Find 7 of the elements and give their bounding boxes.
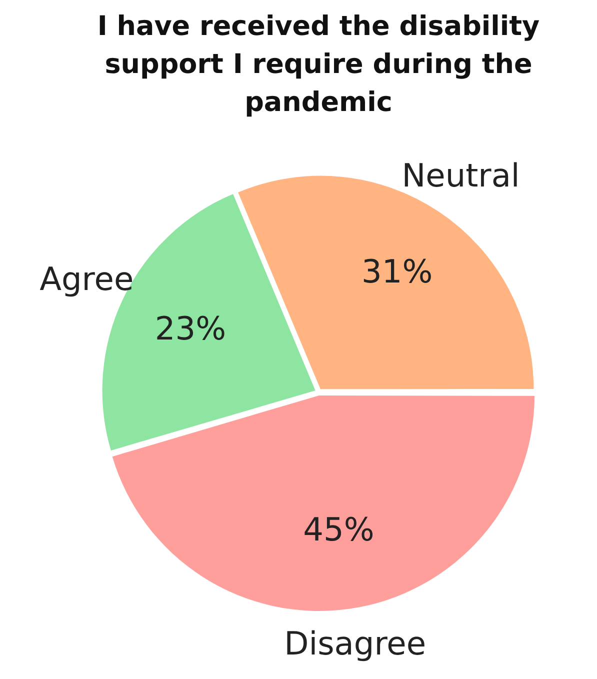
chart-title: I have received the disability support I require during the pandemic <box>96 10 541 120</box>
slice-label: Neutral <box>402 156 520 194</box>
data-label: 45% <box>303 510 374 549</box>
slice-label: Disagree <box>284 624 426 663</box>
data-label: 31% <box>361 252 433 290</box>
slice-label: Agree <box>40 260 134 298</box>
data-label: 23% <box>154 309 226 348</box>
